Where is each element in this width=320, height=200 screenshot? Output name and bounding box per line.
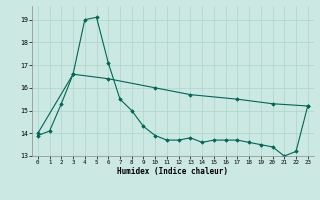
X-axis label: Humidex (Indice chaleur): Humidex (Indice chaleur) bbox=[117, 167, 228, 176]
